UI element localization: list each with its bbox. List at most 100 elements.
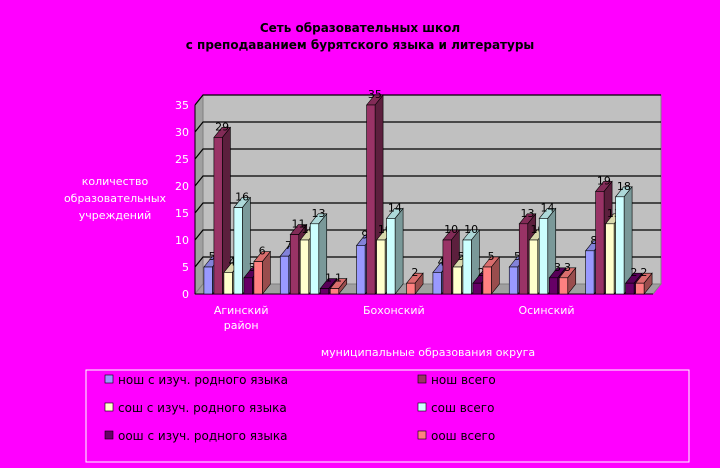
legend-label: нош всего (431, 373, 496, 387)
data-label: 18 (617, 180, 631, 193)
legend-swatch (417, 402, 427, 412)
legend: нош с изуч. родного языка нош всего сош с … (85, 369, 690, 463)
legend-label: сош с изуч. родного языка (118, 401, 287, 415)
data-label: 13 (521, 207, 535, 220)
bar-front (528, 239, 539, 295)
gridline (194, 121, 661, 133)
legend-item: сош всего (417, 401, 494, 415)
data-label: 11 (292, 218, 306, 231)
bar-front (406, 282, 416, 295)
bar-front (223, 272, 233, 295)
bar-front (635, 282, 645, 295)
bar-front (518, 223, 529, 295)
bar (309, 212, 328, 295)
data-label: 29 (215, 120, 229, 133)
bar (233, 196, 252, 295)
x-tick-label: район (224, 319, 259, 332)
x-axis-title: муниципальные образования округа (321, 346, 535, 359)
bar-front (538, 218, 549, 295)
legend-label: оош всего (431, 429, 495, 443)
bar (329, 277, 348, 295)
bar-front (233, 207, 243, 295)
data-label: 1 (325, 272, 332, 285)
y-tick-label: 20 (175, 180, 189, 193)
y-tick-label: 35 (175, 99, 189, 112)
bar-front (508, 266, 519, 295)
bar (558, 266, 577, 295)
data-label: 6 (259, 245, 266, 258)
chart-title-line-2: с преподаванием бурятского языка и литер… (186, 38, 535, 52)
bar-front (253, 261, 263, 295)
data-label: 3 (554, 261, 561, 274)
y-tick-label: 0 (182, 288, 189, 301)
bar (634, 272, 653, 295)
y-tick-label: 5 (182, 261, 189, 274)
bar-front (289, 234, 300, 295)
data-label: 5 (458, 250, 465, 263)
gridline (194, 148, 661, 160)
y-tick-label: 15 (175, 207, 189, 220)
bar-front (558, 277, 569, 295)
bar-front (615, 196, 625, 295)
legend-label: оош с изуч. родного языка (118, 429, 287, 443)
data-label: 10 (444, 223, 458, 236)
data-label: 13 (312, 207, 326, 220)
x-tick-label: Агинский (214, 304, 269, 317)
y-axis-title-line-2: образовательных (64, 192, 167, 205)
data-label: 2 (630, 266, 637, 279)
bar-front (299, 239, 310, 295)
gridline (194, 202, 661, 214)
legend-swatch (104, 402, 114, 412)
legend-swatch (417, 374, 427, 384)
bar-front (442, 239, 452, 295)
bar-front (605, 223, 615, 295)
data-label: 2 (411, 266, 418, 279)
data-label: 14 (541, 201, 555, 214)
y-axis-title-line-3: учреждений (79, 209, 152, 222)
legend-swatch (104, 374, 114, 384)
plot-side-wall (194, 93, 204, 296)
bar-front (482, 266, 492, 295)
data-label: 2 (640, 266, 647, 279)
data-label: 35 (368, 88, 382, 101)
data-label: 9 (361, 228, 368, 241)
data-label: 16 (235, 191, 249, 204)
bar-front (548, 277, 559, 295)
legend-item: оош всего (417, 429, 495, 443)
y-tick-label: 30 (175, 126, 189, 139)
data-label: 5 (514, 250, 521, 263)
x-tick-label: Бохонский (363, 304, 425, 317)
data-label: 4 (438, 255, 445, 268)
plot-area: 0510152025303552941636Агинскийрайон71110… (175, 88, 663, 332)
data-label: 7 (285, 239, 292, 252)
y-tick-label: 25 (175, 153, 189, 166)
bar-front (243, 277, 253, 295)
legend-item: нош всего (417, 373, 496, 387)
data-label: 1 (335, 272, 342, 285)
bar-front (432, 272, 442, 295)
legend-swatch (417, 430, 427, 440)
chart-title: Сеть образовательных школ с преподавание… (186, 21, 535, 52)
data-label: 3 (564, 261, 571, 274)
gridline (194, 175, 661, 187)
bar-front (366, 104, 376, 295)
bar-front (329, 288, 340, 295)
bar-front (595, 191, 605, 295)
data-label: 5 (209, 250, 216, 263)
bar (385, 207, 404, 295)
bar-front (309, 223, 320, 295)
bar (405, 272, 424, 295)
bar (482, 256, 501, 295)
data-label: 14 (388, 201, 402, 214)
gridline (194, 256, 661, 268)
gridline (194, 229, 661, 241)
bar (213, 126, 232, 295)
chart-title-line-1: Сеть образовательных школ (260, 21, 460, 35)
legend-item: сош с изуч. родного языка (104, 401, 287, 415)
bar-front (462, 239, 472, 295)
bar-front (625, 282, 635, 295)
legend-box (85, 369, 690, 463)
bar-front (279, 255, 290, 295)
bar-front (472, 282, 482, 295)
bar-front (213, 137, 223, 295)
